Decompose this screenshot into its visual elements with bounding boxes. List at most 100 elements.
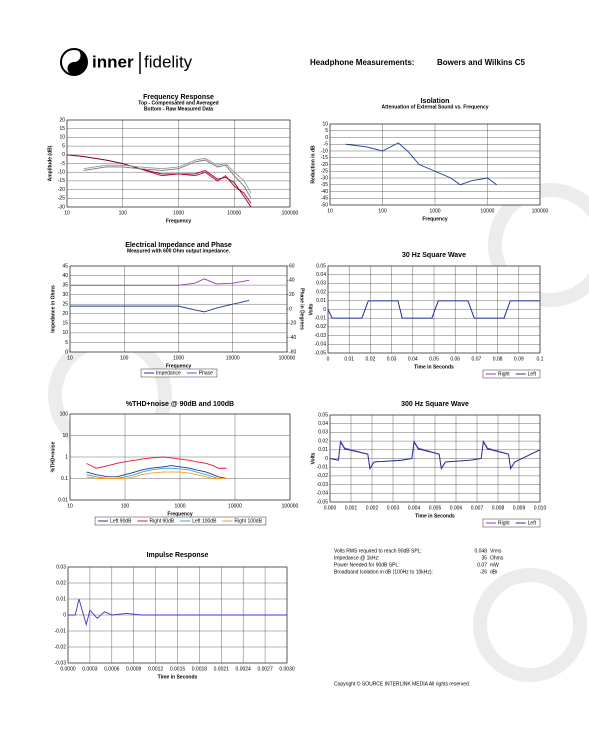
y-tick-label: -35 (321, 182, 328, 188)
x-tick-label: 10 (64, 210, 70, 216)
spec-unit: mW (490, 562, 499, 568)
y-tick-label: -10 (321, 148, 328, 154)
x-tick-label: 0.000 (324, 505, 337, 511)
x-axis-label: Time in Seconds (158, 674, 198, 680)
legend-label: Left 90dB (110, 518, 132, 524)
y-tick-label: 25 (62, 302, 68, 308)
series-line (70, 278, 250, 286)
y-tick-label: 1 (65, 454, 68, 460)
logo: inner fidelity (60, 48, 193, 76)
chart-title: Electrical Impedance and Phase (125, 242, 232, 249)
brand-left: inner (92, 52, 134, 71)
x-tick-label: 100 (120, 355, 129, 361)
chart-subtitle: Measured with 600 Ohm output impedance. (127, 248, 231, 254)
y-tick-label: 0.01 (56, 596, 66, 602)
x-tick-label: 0.0021 (214, 666, 230, 672)
series-line (83, 157, 252, 194)
chart-subtitle: Bottom - Raw Measured Data (144, 106, 213, 112)
spec-unit: Vrms (490, 548, 502, 554)
logo-yin (67, 49, 87, 75)
y-axis-label: Amplitude (dB) (47, 145, 53, 181)
y-tick-label: 15 (62, 321, 68, 327)
x-tick-label: 0.0003 (82, 666, 98, 672)
x-axis-label: Frequency (166, 363, 192, 369)
y-tick-label: 10 (62, 433, 68, 439)
series-line (66, 154, 252, 208)
y-tick-label: -0.05 (315, 350, 327, 356)
legend: Impedance Phase (140, 368, 218, 378)
y2-tick-label: 20 (289, 292, 295, 298)
spec-value: 35 (481, 555, 487, 561)
x-tick-label: 0.09 (514, 356, 524, 362)
y-tick-label: -25 (58, 196, 65, 202)
y-tick-label: 0.02 (56, 580, 66, 586)
y-tick-label: 35 (62, 282, 68, 288)
legend-label: Right (498, 520, 510, 526)
spec-value: 0.07 (477, 562, 487, 568)
footer: Copyright © SOURCE INTERLINK MEDIA All r… (334, 680, 470, 687)
y-tick-label: -0.05 (317, 499, 329, 505)
x-tick-label: 0.001 (345, 505, 358, 511)
spec-label: Impedance @ 1kHz: (334, 555, 379, 561)
series-line (70, 299, 250, 313)
x-tick-label: 0.006 (450, 505, 463, 511)
x-tick-label: 0.06 (450, 356, 460, 362)
y-tick-label: -5 (61, 161, 66, 167)
x-tick-label: 1000 (173, 355, 184, 361)
y-axis-label: %THD+noise (50, 441, 56, 472)
y-axis-label: Volts (310, 452, 316, 464)
y-tick-label: -0.04 (317, 491, 329, 497)
x-tick-label: 0.04 (408, 356, 418, 362)
chart: %THD+noise @ 90dB and 100dB 0.01 0.1 1 10 100… (50, 401, 299, 526)
y2-tick-label: 0 (289, 306, 292, 312)
y-tick-label: -0.01 (315, 316, 327, 322)
spec-label: Broadband Isolation in dB (100Hz to 10kH… (334, 569, 433, 575)
x-tick-label: 100000 (282, 210, 299, 216)
y-tick-label: 0.01 (316, 298, 326, 304)
x-tick-label: 0.03 (387, 356, 397, 362)
legend-box (482, 518, 541, 528)
y-tick-label: 0.03 (316, 281, 326, 287)
x-axis-label: Time in Seconds (415, 513, 455, 519)
y-tick-label: 20 (62, 311, 68, 317)
y-tick-label: 40 (62, 273, 68, 279)
x-tick-label: 0.1 (537, 356, 544, 362)
x-tick-label: 0.0018 (192, 666, 208, 672)
x-tick-label: 0.07 (472, 356, 482, 362)
y-tick-label: 0 (323, 307, 326, 313)
y-tick-label: -20 (321, 162, 328, 168)
x-tick-label: 0.0030 (279, 666, 295, 672)
x-tick-label: 0.08 (493, 356, 503, 362)
x-tick-label: 10 (327, 208, 333, 214)
y-tick-label: 0.01 (318, 447, 328, 453)
legend-label: Impedance (156, 370, 181, 376)
x-tick-label: 0.008 (492, 505, 505, 511)
y-tick-label: 0.04 (316, 272, 326, 278)
y2-tick-label: -40 (289, 335, 296, 341)
y-tick-label: -0.04 (315, 342, 327, 348)
y2-tick-label: -20 (289, 321, 296, 327)
y-axis-label: Reduction in dB (310, 145, 316, 184)
y-tick-label: 10 (59, 135, 65, 141)
chart: 30 Hz Square Wave -0.05 -0.04 -0.03 -0.02 -0.… (308, 252, 544, 379)
legend-label: Right 90dB (149, 518, 174, 524)
x-tick-label: 0.009 (513, 505, 526, 511)
legend-label: Right 100dB (234, 518, 262, 524)
x-tick-label: 100000 (282, 503, 299, 509)
y-tick-label: 0.1 (61, 476, 68, 482)
x-tick-label: 0.0000 (60, 666, 76, 672)
y2-axis-label: Phase in Degrees (299, 288, 305, 330)
y-tick-label: 5 (325, 128, 328, 134)
spec-unit: Ohms (490, 555, 504, 561)
x-tick-label: 0.0012 (148, 666, 164, 672)
series-line (86, 471, 227, 479)
spec-value: -26 (480, 569, 487, 575)
x-tick-label: 10000 (228, 503, 242, 509)
y-tick-label: -0.03 (315, 333, 327, 339)
x-tick-label: 0 (327, 356, 330, 362)
y-tick-label: 5 (62, 143, 65, 149)
y-tick-label: 0 (325, 456, 328, 462)
y-tick-label: 45 (62, 263, 68, 269)
